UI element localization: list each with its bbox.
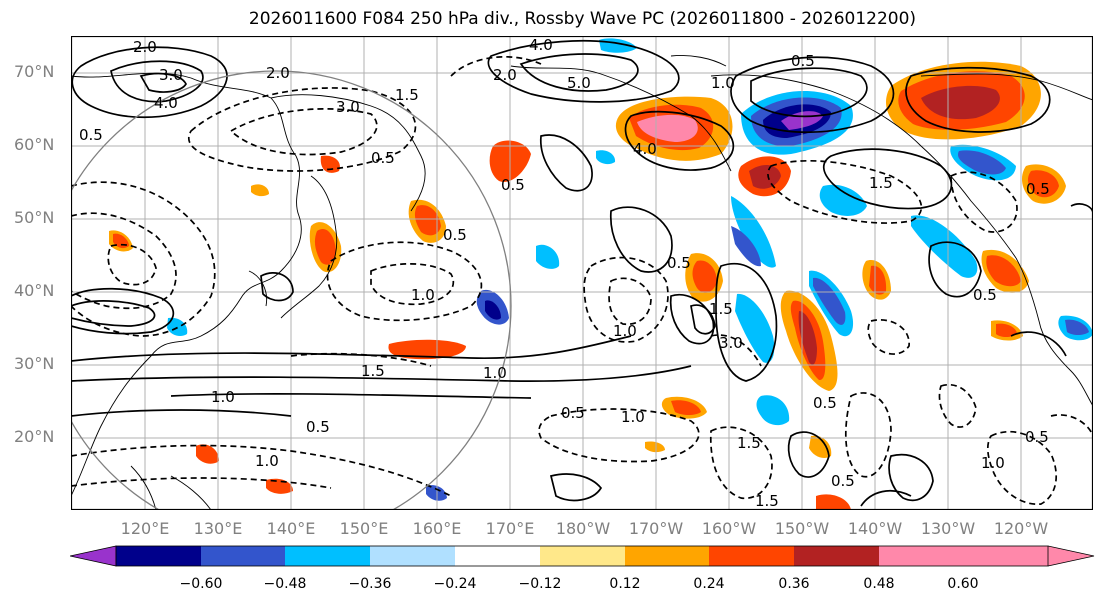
contour-label: 0.5: [973, 286, 997, 304]
contour-label: 5.0: [567, 74, 591, 92]
contour-label: 1.0: [981, 454, 1005, 472]
contour-label: 0.5: [306, 418, 330, 436]
colorbar-tick-label: 0.12: [609, 576, 641, 592]
lon-label: 180°W: [555, 519, 611, 538]
colorbar-segment: [540, 546, 625, 566]
colorbar-extend-max: [963, 546, 1048, 566]
contour-label: 1.5: [755, 492, 779, 510]
colorbar-segment: [370, 546, 455, 566]
contour-label: 3.0: [336, 98, 360, 116]
contour-label: 0.5: [667, 254, 691, 272]
contour-label: 2.0: [133, 38, 157, 56]
contour-label: 3.0: [719, 334, 743, 352]
contour-label: 1.0: [255, 452, 279, 470]
contour-label: 1.0: [411, 286, 435, 304]
colorbar-segment: [455, 546, 540, 566]
contour-label: 4.0: [633, 140, 657, 158]
contour-label: 4.0: [529, 36, 553, 54]
colorbar-segment: [879, 546, 963, 566]
contour-label: 4.0: [154, 94, 178, 112]
lat-label: 70°N: [14, 62, 55, 81]
contour-label: 1.5: [709, 300, 733, 318]
lat-label: 40°N: [14, 281, 55, 300]
colorbar-tick-label: −0.24: [433, 576, 477, 592]
lon-label: 130°E: [193, 519, 243, 538]
contour-label: 0.5: [443, 226, 467, 244]
colorbar-outline: [115, 545, 1049, 567]
lon-label: 170°W: [628, 519, 684, 538]
lon-label: 130°W: [920, 519, 976, 538]
contour-label: 1.5: [869, 174, 893, 192]
colorbar-segment: [794, 546, 879, 566]
contour-label: 0.5: [501, 176, 525, 194]
shaded-divergence-fields: [109, 38, 1093, 510]
map-panel: 2.0 3.0 4.0 2.0 3.0 0.5 1.5 0.5 0.5 1.0 …: [71, 36, 1093, 510]
lat-label: 20°N: [14, 427, 55, 446]
contour-label: 0.5: [1026, 180, 1050, 198]
colorbar: [70, 545, 1095, 567]
colorbar-segment: [116, 546, 201, 566]
colorbar-tick-label: 0.60: [947, 576, 979, 592]
contour-label: 1.0: [483, 364, 507, 382]
lon-label: 170°E: [485, 519, 535, 538]
colorbar-extend-min: [70, 545, 117, 567]
lon-label: 150°W: [774, 519, 830, 538]
lon-label: 120°W: [993, 519, 1049, 538]
contour-label: 0.5: [1025, 428, 1049, 446]
coastlines: [71, 55, 1093, 510]
contour-label: 1.5: [395, 86, 419, 104]
contour-label: 1.0: [613, 322, 637, 340]
contour-label: 0.5: [791, 52, 815, 70]
contour-label: 1.0: [211, 388, 235, 406]
lat-label: 30°N: [14, 354, 55, 373]
colorbar-tick-label: −0.60: [179, 576, 223, 592]
lon-label: 160°W: [701, 519, 757, 538]
colorbar-extend-max-tip: [1048, 546, 1094, 566]
colorbar-tick-label: 0.48: [863, 576, 895, 592]
colorbar-tick-label: −0.12: [518, 576, 562, 592]
contour-label: 0.5: [813, 394, 837, 412]
lon-label: 140°W: [847, 519, 903, 538]
contour-label: 0.5: [79, 126, 103, 144]
map-frame: [71, 36, 1093, 510]
contour-label: 3.0: [159, 66, 183, 84]
graticule: [71, 36, 1093, 510]
lon-label: 160°E: [412, 519, 462, 538]
colorbar-tick-label: −0.48: [263, 576, 307, 592]
positive-contours: [71, 39, 1093, 507]
contour-label: 0.5: [371, 149, 395, 167]
contour-label: 1.0: [711, 74, 735, 92]
lon-label: 150°E: [339, 519, 389, 538]
contour-label: 1.5: [737, 434, 761, 452]
reference-circle: [71, 70, 512, 510]
colorbar-segment: [709, 546, 794, 566]
colorbar-segment: [285, 546, 370, 566]
colorbar-segment: [625, 546, 709, 566]
contour-label: 2.0: [493, 66, 517, 84]
lat-label: 60°N: [14, 135, 55, 154]
chart-title: 2026011600 F084 250 hPa div., Rossby Wav…: [248, 9, 917, 29]
contour-label: 2.0: [266, 64, 290, 82]
contour-label: 1.0: [621, 408, 645, 426]
colorbar-tick-label: −0.36: [348, 576, 392, 592]
contour-label: 0.5: [561, 404, 585, 422]
colorbar-segment: [201, 546, 285, 566]
colorbar-tip-outline: [1047, 545, 1095, 567]
colorbar-tick-label: 0.24: [693, 576, 725, 592]
lat-label: 50°N: [14, 208, 55, 227]
contour-labels: 2.0 3.0 4.0 2.0 3.0 0.5 1.5 0.5 0.5 1.0 …: [79, 36, 1050, 510]
contour-label: 1.5: [361, 362, 385, 380]
colorbar-tick-label: 0.36: [778, 576, 810, 592]
contour-label: 0.5: [831, 472, 855, 490]
lon-label: 140°E: [266, 519, 316, 538]
lon-label: 120°E: [120, 519, 170, 538]
